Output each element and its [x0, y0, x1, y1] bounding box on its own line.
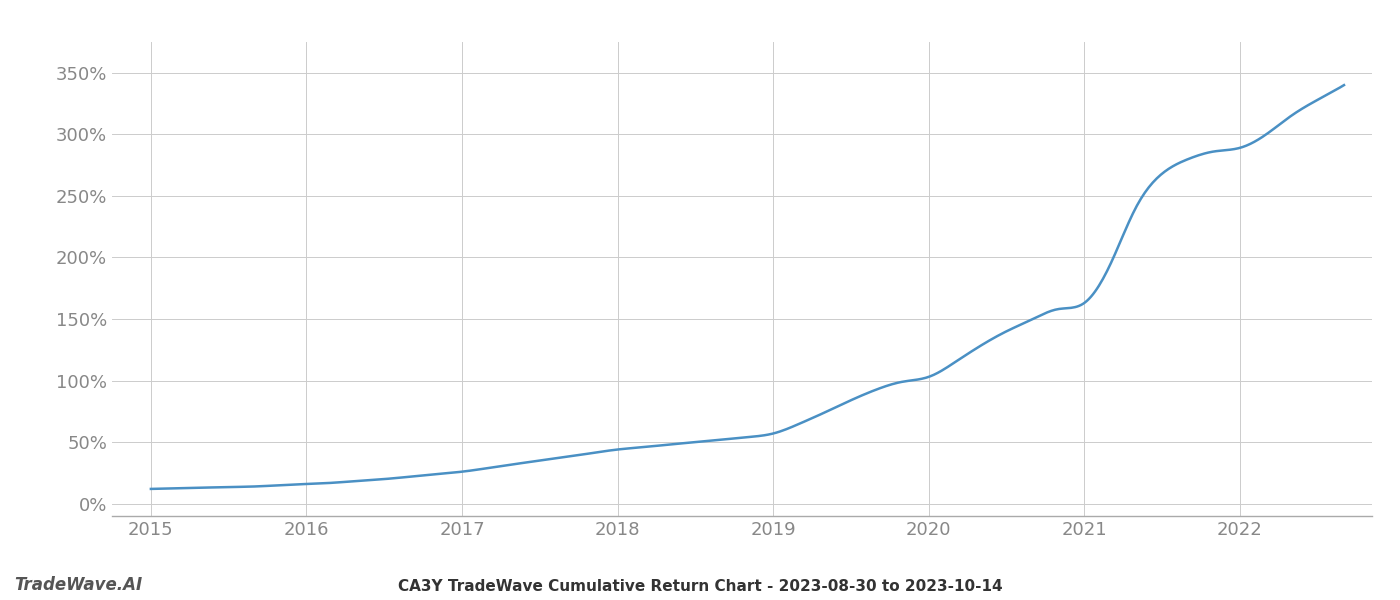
Text: TradeWave.AI: TradeWave.AI: [14, 576, 143, 594]
Text: CA3Y TradeWave Cumulative Return Chart - 2023-08-30 to 2023-10-14: CA3Y TradeWave Cumulative Return Chart -…: [398, 579, 1002, 594]
